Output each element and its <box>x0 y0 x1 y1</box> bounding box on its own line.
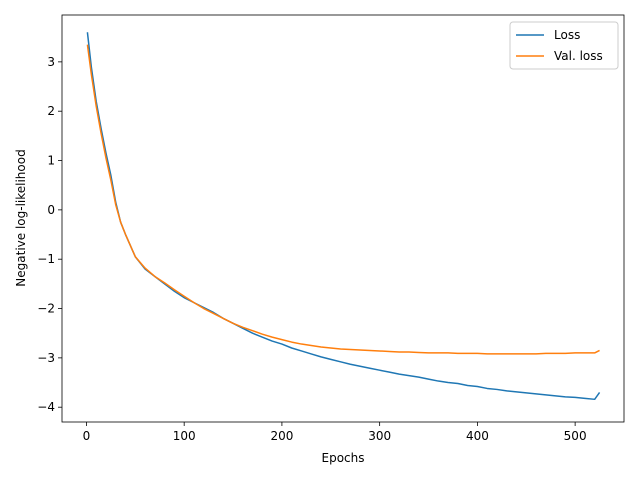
x-tick-label-100: 100 <box>173 429 196 443</box>
x-axis-label: Epochs <box>322 451 365 465</box>
y-tick-label--3: −3 <box>37 351 55 365</box>
x-tick-label-300: 300 <box>368 429 391 443</box>
y-tick-label-0: 0 <box>47 203 55 217</box>
legend-label-val-loss: Val. loss <box>554 49 603 63</box>
plot-frame <box>61 14 625 423</box>
y-tick-label-1: 1 <box>47 154 55 168</box>
y-tick-label--2: −2 <box>37 302 55 316</box>
x-axis: 0 100 200 300 400 500 <box>83 422 587 443</box>
y-tick-label--4: −4 <box>37 400 55 414</box>
y-axis-label: Negative log-likelihood <box>14 149 28 286</box>
y-tick-label--1: −1 <box>37 252 55 266</box>
y-axis: −4 −3 −2 −1 0 1 2 3 <box>37 55 62 414</box>
x-tick-label-200: 200 <box>270 429 293 443</box>
legend-box <box>509 21 619 70</box>
legend-label-loss: Loss <box>554 28 580 42</box>
x-tick-label-0: 0 <box>83 429 91 443</box>
plot-area <box>61 14 625 423</box>
x-tick-label-500: 500 <box>564 429 587 443</box>
legend: Loss Val. loss <box>509 21 619 70</box>
series-line-val-loss <box>86 44 600 355</box>
series-layer <box>86 32 601 401</box>
x-tick-label-400: 400 <box>466 429 489 443</box>
y-tick-label-3: 3 <box>47 55 55 69</box>
y-tick-label-2: 2 <box>47 104 55 118</box>
